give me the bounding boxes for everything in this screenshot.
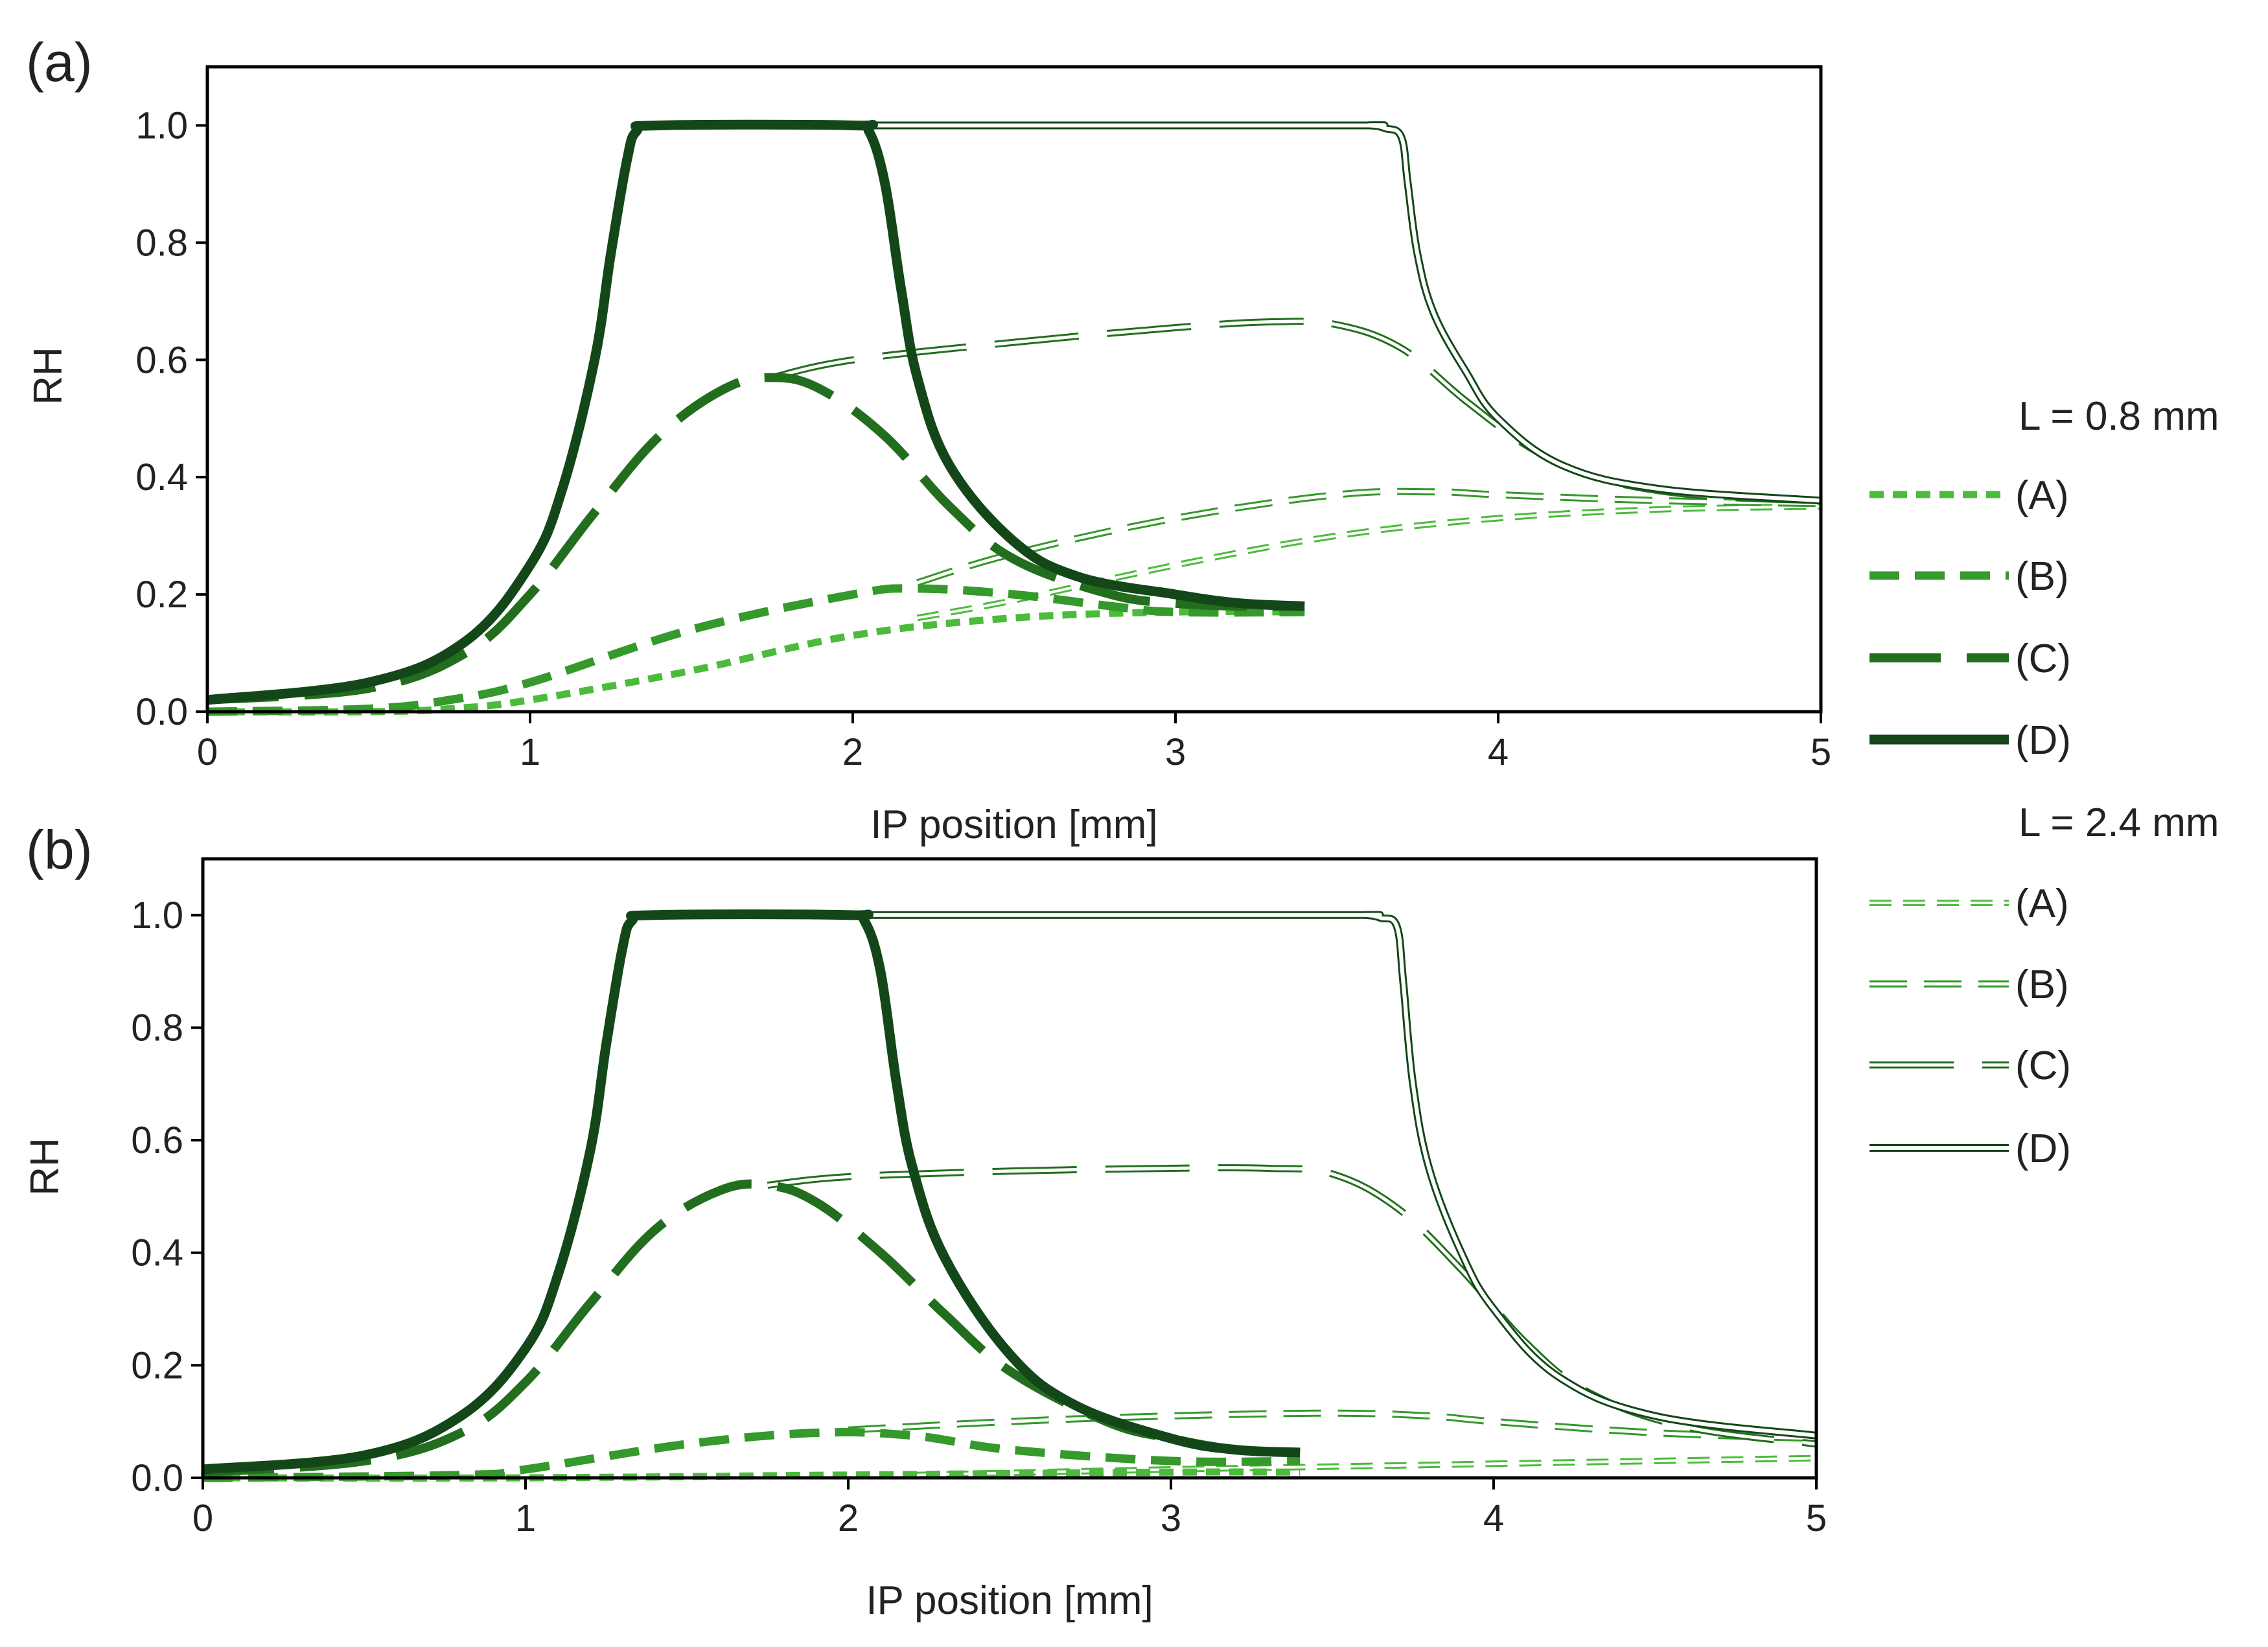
- chart-panel-a: (a) 0.0 0.2 0.4 0.6 0.8 1.0 0 1 2 3 4 5 IP positio…: [26, 32, 1831, 847]
- legend-label: (C): [2015, 637, 2071, 681]
- legend-label: (A): [2015, 473, 2069, 518]
- series-line-b-d-L24: [864, 911, 1817, 1440]
- legend-group-l24: (A) (B) (C) (D): [1869, 882, 2071, 1171]
- x-ticks-b: 0 1 2 3 4 5: [192, 1478, 1827, 1539]
- x-tick-label-a: 4: [1488, 731, 1509, 773]
- series-line-a-d-L08: [207, 119, 1305, 705]
- legend-item-2-a: (A): [1869, 882, 2069, 926]
- y-tick-label-a: 0.0: [135, 691, 188, 733]
- x-tick-label-b: 4: [1483, 1497, 1504, 1539]
- x-axis-title-a: IP position [mm]: [870, 802, 1157, 847]
- legend-label: (C): [2015, 1044, 2071, 1088]
- legend: L = 0.8 mm (A) (B) (C) (D) L = 2.4 mm (A) (B…: [1869, 394, 2219, 1171]
- x-tick-label-a: 5: [1811, 731, 1831, 773]
- legend-header-l24: L = 2.4 mm: [2019, 800, 2219, 845]
- x-tick-label-b: 0: [192, 1497, 213, 1539]
- y-tick-label-a: 0.4: [135, 456, 188, 498]
- y-tick-label-b: 1.0: [131, 894, 183, 937]
- y-tick-label-b: 0.0: [131, 1457, 183, 1499]
- legend-item-2-b: (B): [1869, 963, 2069, 1007]
- plot-frame-a: [205, 65, 1823, 714]
- panel-label-a: (a): [26, 32, 93, 93]
- x-tick-label-b: 1: [515, 1497, 536, 1539]
- series-line-a-d-L24: [868, 121, 1822, 505]
- legend-item-1-b: (B): [1869, 554, 2069, 599]
- legend-label: (A): [2015, 882, 2069, 926]
- series-line-b-b-L24: [848, 1409, 1817, 1442]
- series-line-b-d-L08: [202, 909, 1301, 1475]
- legend-label: (D): [2015, 718, 2071, 763]
- x-ticks-a: 0 1 2 3 4 5: [197, 712, 1831, 773]
- y-axis-title-b: RH: [23, 1138, 67, 1196]
- y-tick-label-b: 0.8: [131, 1007, 183, 1049]
- y-tick-label-b: 0.4: [131, 1232, 183, 1274]
- x-tick-label-a: 2: [842, 731, 863, 773]
- series-layer-a: [207, 119, 1822, 716]
- x-tick-label-a: 3: [1165, 731, 1186, 773]
- panel-label-b: (b): [26, 819, 93, 880]
- legend-group-l08: (A) (B) (C) (D): [1869, 473, 2071, 763]
- x-tick-label-b: 2: [838, 1497, 859, 1539]
- legend-item-2-c: (C): [1869, 1044, 2071, 1088]
- x-tick-label-b: 3: [1161, 1497, 1181, 1539]
- y-tick-label-b: 0.6: [131, 1119, 183, 1162]
- y-tick-label-b: 0.2: [131, 1344, 183, 1386]
- y-tick-label-a: 0.8: [135, 222, 188, 264]
- legend-item-2-d: (D): [1869, 1127, 2071, 1171]
- x-axis-title-b: IP position [mm]: [866, 1578, 1153, 1623]
- x-tick-label-a: 0: [197, 731, 218, 773]
- y-ticks-b: 0.0 0.2 0.4 0.6 0.8 1.0: [131, 894, 203, 1499]
- legend-item-1-c: (C): [1869, 637, 2071, 681]
- x-tick-label-b: 5: [1806, 1497, 1827, 1539]
- x-tick-label-a: 1: [520, 731, 540, 773]
- chart-panel-b: (b) 0.0 0.2 0.4 0.6 0.8 1.0 0 1 2 3 4 5 IP positio…: [23, 819, 1827, 1623]
- legend-item-1-d: (D): [1869, 718, 2071, 763]
- series-line-a-b-L24: [916, 487, 1822, 587]
- series-line-b-b-L08: [202, 1428, 1301, 1482]
- series-line-a-c-L08: [207, 373, 1305, 705]
- legend-item-1-a: (A): [1869, 473, 2069, 518]
- y-axis-title-a: RH: [26, 347, 71, 405]
- plot-frame-b: [201, 857, 1818, 1480]
- y-tick-label-a: 0.2: [135, 574, 188, 616]
- y-tick-label-a: 1.0: [135, 104, 188, 146]
- series-layer-b: [202, 909, 1817, 1482]
- legend-label: (B): [2015, 963, 2069, 1007]
- series-line-a-c-L24: [771, 318, 1822, 504]
- legend-label: (D): [2015, 1127, 2071, 1171]
- y-ticks-a: 0.0 0.2 0.4 0.6 0.8 1.0: [135, 104, 207, 733]
- legend-label: (B): [2015, 554, 2069, 599]
- legend-header-l08: L = 0.8 mm: [2019, 394, 2219, 439]
- y-tick-label-a: 0.6: [135, 339, 188, 381]
